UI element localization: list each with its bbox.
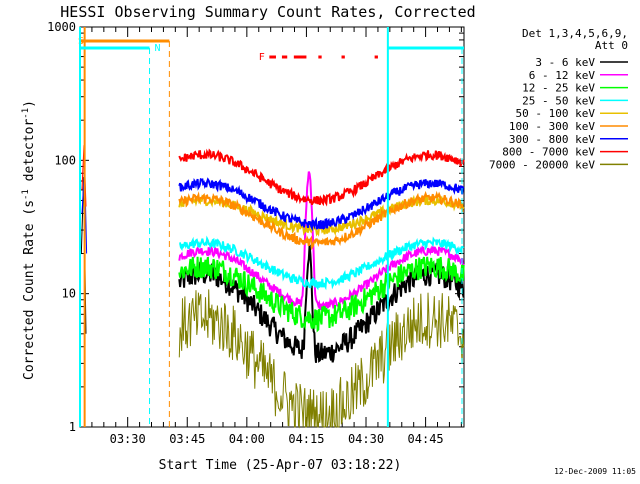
- x-tick-label: 03:30: [110, 432, 146, 446]
- chart-title: HESSI Observing Summary Count Rates, Cor…: [60, 3, 475, 21]
- y-tick-label: 10: [62, 287, 76, 301]
- series-line: [178, 289, 465, 429]
- legend-entry-label: 3 - 6 keV: [535, 56, 595, 69]
- y-tick-label: 100: [54, 153, 76, 167]
- footer-timestamp: 12-Dec-2009 11:05: [554, 467, 636, 476]
- legend-header: Det 1,3,4,5,6,9,: [522, 27, 628, 40]
- series-line: [178, 190, 464, 251]
- legend-entry-label: 50 - 100 keV: [516, 107, 596, 120]
- legend-entry-label: 12 - 25 keV: [522, 82, 595, 95]
- y-axis-label: Corrected Count Rate (s-1 detector-1): [21, 100, 37, 380]
- legend-entry-label: 7000 - 20000 keV: [489, 158, 595, 171]
- x-tick-label: 04:15: [288, 432, 324, 446]
- x-tick-label: 04:00: [229, 432, 265, 446]
- legend-entry-label: 800 - 7000 keV: [502, 146, 595, 159]
- x-tick-label: 03:45: [169, 432, 205, 446]
- x-tick-label: 04:30: [348, 432, 384, 446]
- legend-header: Att 0: [595, 39, 628, 52]
- series-line: [178, 244, 465, 363]
- series-line: [178, 256, 465, 333]
- x-tick-label: 04:45: [408, 432, 444, 446]
- plot-area: 1 10 100 1000 03:30 03:45 04:00 04:15 04:30 04:45…: [47, 20, 465, 446]
- legend-entry-label: 6 - 12 keV: [529, 69, 596, 82]
- y-tick-label: 1000: [47, 20, 76, 34]
- legend-entry-label: 300 - 800 keV: [509, 133, 595, 146]
- flag-n-label: N: [155, 43, 161, 54]
- legend-entry-label: 100 - 300 keV: [509, 120, 595, 133]
- flag-s-label: S: [78, 36, 84, 47]
- flag-f-label: F: [259, 52, 265, 63]
- series-line: [179, 235, 465, 291]
- series-line: [178, 177, 465, 232]
- series-line: [178, 148, 465, 207]
- y-tick-label: 1: [69, 420, 76, 434]
- legend-entry-label: 25 - 50 keV: [522, 94, 595, 107]
- x-axis-label: Start Time (25-Apr-07 03:18:22): [159, 458, 402, 473]
